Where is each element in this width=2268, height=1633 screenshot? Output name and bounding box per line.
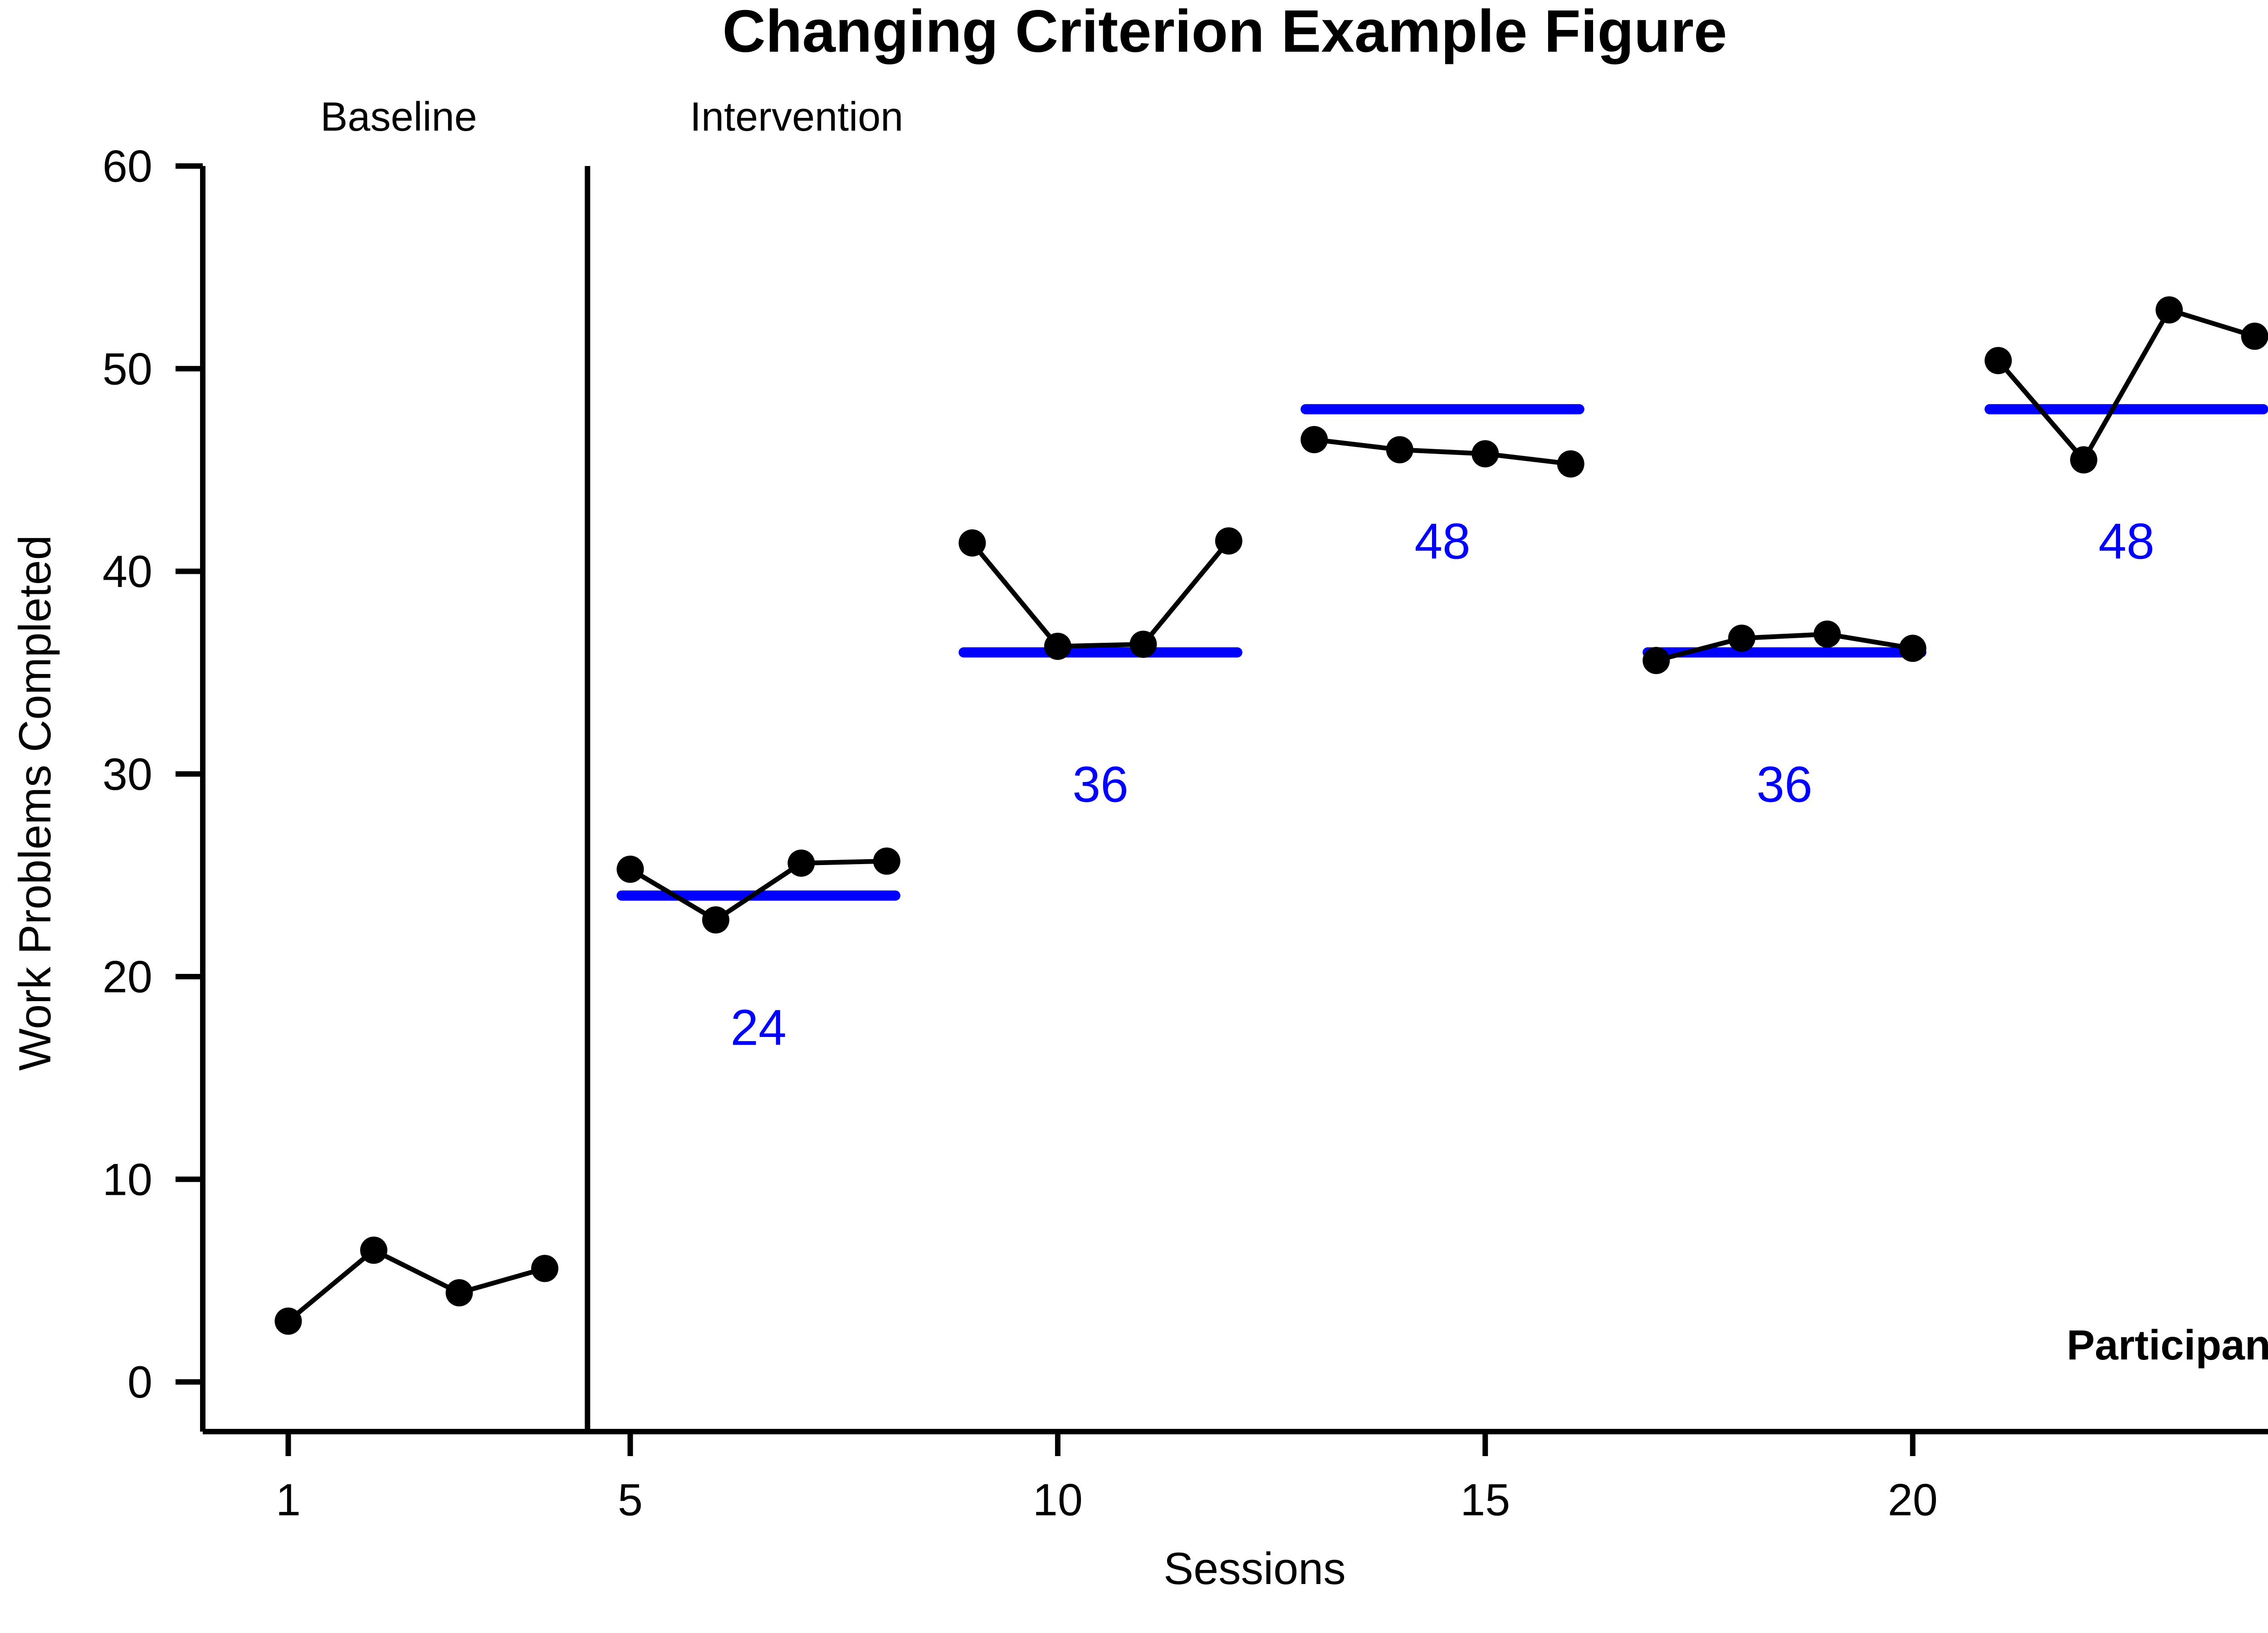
data-series-line <box>628 859 890 923</box>
phase-label-intervention: Intervention <box>690 95 904 140</box>
x-tick-label: 10 <box>1033 1475 1083 1525</box>
data-point <box>1984 347 2012 374</box>
data-point <box>1899 635 1926 662</box>
data-series-line <box>970 538 1232 649</box>
data-point <box>1813 621 1841 648</box>
data-point <box>445 1279 473 1306</box>
data-point <box>958 529 986 557</box>
data-point <box>1215 527 1242 555</box>
data-point <box>2241 323 2268 350</box>
x-tick-label: 1 <box>276 1475 301 1525</box>
x-axis-title: Sessions <box>1163 1543 1346 1594</box>
data-point <box>1300 426 1328 454</box>
data-point <box>787 849 815 877</box>
y-tick-label: 0 <box>127 1357 152 1407</box>
criterion-label: 24 <box>730 1000 786 1056</box>
data-point <box>1044 632 1071 660</box>
data-point <box>2070 446 2097 474</box>
data-point <box>873 847 900 875</box>
y-tick-label: 10 <box>103 1154 152 1204</box>
data-series-line <box>286 1247 547 1324</box>
data-point <box>1557 450 1584 478</box>
data-point <box>1386 436 1413 464</box>
criterion-label: 48 <box>2098 513 2154 569</box>
data-point <box>1642 647 1670 675</box>
data-point <box>1129 631 1157 658</box>
data-point <box>702 906 729 934</box>
phase-label-baseline: Baseline <box>320 95 477 140</box>
y-tick-label: 40 <box>103 546 152 596</box>
criterion-label: 48 <box>1414 513 1470 569</box>
data-point <box>616 856 644 883</box>
chart-title: Changing Criterion Example Figure <box>722 0 1727 65</box>
y-tick-label: 20 <box>103 952 152 1002</box>
y-tick-label: 60 <box>103 141 152 191</box>
data-point <box>274 1307 302 1335</box>
data-series-line <box>1995 307 2257 463</box>
x-tick-label: 15 <box>1460 1475 1510 1525</box>
y-tick-label: 50 <box>103 343 152 394</box>
data-point <box>1471 440 1499 468</box>
data-point <box>360 1237 387 1264</box>
criterion-label: 36 <box>1072 756 1128 812</box>
data-point <box>1728 624 1755 652</box>
data-point <box>2156 296 2183 324</box>
x-tick-label: 20 <box>1888 1475 1938 1525</box>
criterion-label: 36 <box>1756 756 1812 812</box>
data-series-line <box>1312 437 1574 466</box>
data-point <box>531 1255 558 1282</box>
x-tick-label: 5 <box>618 1475 643 1525</box>
y-tick-label: 30 <box>103 749 152 799</box>
data-series-line <box>1654 631 1915 663</box>
participant-label: Participant #1 <box>2067 1321 2268 1369</box>
